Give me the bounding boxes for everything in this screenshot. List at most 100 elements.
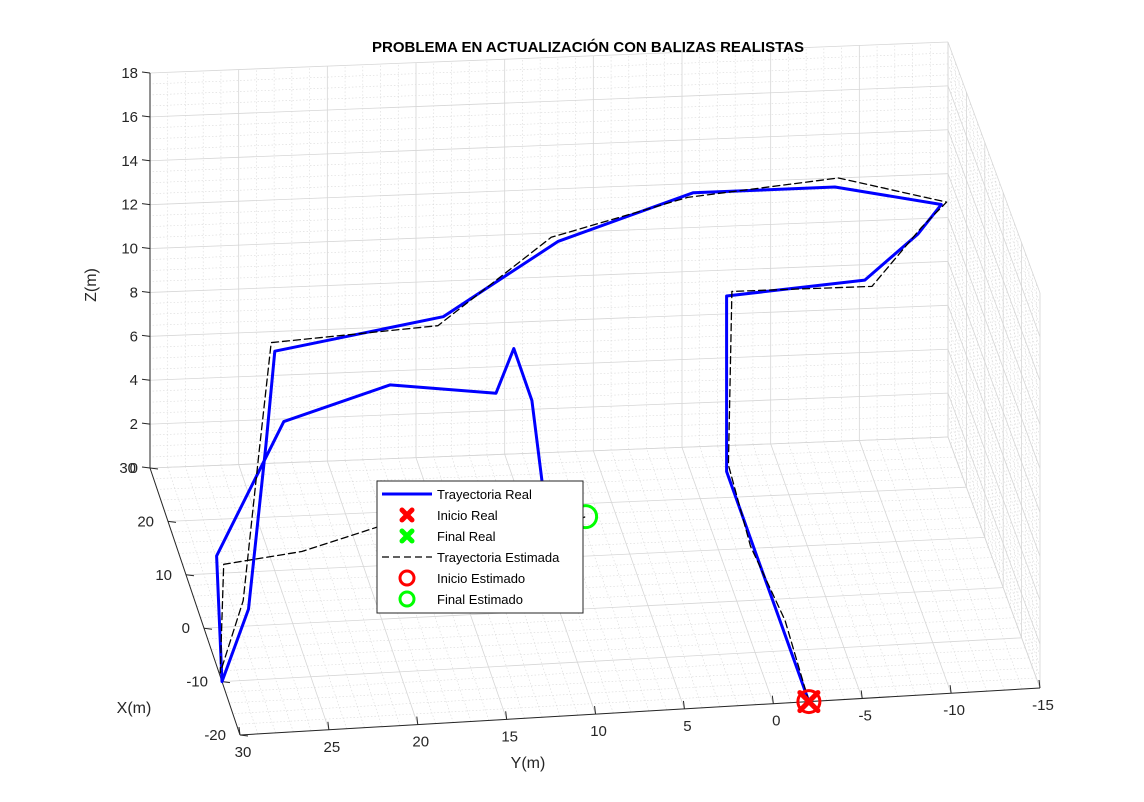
x-tick-mark (167, 520, 177, 523)
y-axis-label: Y(m) (511, 755, 546, 772)
floor-grid-line (207, 597, 1007, 640)
y-tick-mark (1038, 679, 1041, 689)
side-wall-grid-line (947, 403, 1041, 656)
floor-grid-line (153, 446, 952, 479)
y-tick-mark (327, 721, 330, 730)
series-line-trayectoria-estimada (219, 177, 948, 703)
legend-label: Inicio Real (437, 508, 498, 523)
x-tick-label: 30 (119, 460, 136, 477)
back-wall-grid-line (149, 118, 949, 151)
floor-grid-line (841, 441, 934, 695)
legend-swatch (399, 528, 415, 544)
back-wall-grid-line (149, 304, 949, 337)
floor-grid-line (681, 447, 774, 704)
floor-grid-line (805, 442, 899, 697)
x-tick-label: -10 (186, 674, 208, 691)
axes-box (149, 73, 1041, 736)
x-stroke (399, 528, 415, 544)
side-wall-grid-line (947, 41, 1041, 294)
side-wall-grid-line (947, 184, 1041, 436)
side-wall-grid-line (947, 140, 1041, 392)
z-tick-label: 12 (121, 197, 138, 214)
y-tick-mark (505, 711, 508, 720)
back-wall-grid-line (149, 140, 949, 173)
back-wall-grid-line (149, 195, 949, 227)
side-wall-grid-line (947, 151, 1041, 403)
marker-inicio-estimado (796, 689, 822, 715)
legend-label: Trayectoria Real (437, 487, 532, 502)
side-wall-grid-line (947, 414, 1041, 667)
floor-grid-line (929, 437, 1023, 690)
side-wall-grid-line (947, 294, 1041, 546)
side-wall-grid-line (947, 96, 1041, 348)
floor-grid-line (214, 617, 1015, 661)
back-wall-grid-line (149, 96, 949, 129)
z-axis-label: Z(m) (83, 268, 100, 302)
x-tick-mark (185, 574, 195, 577)
floor-grid-line (221, 637, 1022, 682)
y-tick-mark (771, 695, 774, 704)
back-wall-grid-line (149, 52, 949, 85)
legend-item: Inicio Estimado (398, 569, 525, 587)
legend-item: Final Real (399, 528, 496, 544)
side-wall-grid-line (947, 217, 1041, 469)
floor-grid-line (628, 449, 721, 707)
back-wall-grid-line (149, 107, 949, 140)
back-wall-grid-line (149, 206, 949, 238)
z-tick-label: 2 (130, 416, 138, 433)
floor-grid-line (823, 441, 916, 696)
floor-grid-line (236, 677, 1037, 725)
floor-grid-line (451, 456, 543, 718)
side-wall-grid-line (947, 239, 1041, 491)
y-axis-line (239, 687, 1041, 736)
back-wall-grid-line (149, 173, 949, 206)
floor-grid-line (912, 438, 1005, 691)
side-wall-grid-line (947, 425, 1041, 678)
legend[interactable]: Trayectoria Real Inicio Real Final Real Tra… (376, 480, 584, 614)
floor-grid-line (273, 463, 365, 728)
floor-grid-line (225, 647, 1026, 693)
legend-swatch (399, 507, 415, 523)
y-tick-mark (594, 706, 597, 715)
x-tick-mark (149, 467, 159, 470)
back-wall-grid-line (149, 41, 949, 74)
y-tick-mark (949, 685, 952, 694)
side-wall-grid-line (947, 316, 1041, 568)
y-tick-label: 5 (683, 718, 691, 735)
back-wall-grid-line (149, 85, 949, 118)
legend-swatch (398, 590, 416, 608)
back-wall-grid-line (149, 348, 949, 381)
z-tick-mark (141, 159, 151, 162)
x-tick-label: 20 (137, 513, 154, 530)
z-tick-label: 6 (130, 328, 138, 345)
side-wall-grid-line (947, 349, 1041, 601)
x-axis-line (149, 467, 241, 736)
back-wall-grid-line (149, 250, 949, 282)
side-wall-grid-line (947, 382, 1041, 634)
y-tick-mark (682, 700, 685, 709)
side-wall-grid-line (947, 392, 1041, 645)
side-wall-grid-line (947, 206, 1041, 458)
x-tick-mark (239, 734, 249, 737)
y-tick-label: -5 (859, 707, 872, 724)
z-tick-mark (141, 334, 151, 337)
series-layer (215, 177, 948, 704)
back-wall-grid-line (149, 151, 949, 184)
side-wall-grid-line (947, 107, 1041, 359)
legend-item: Final Estimado (398, 590, 523, 608)
side-wall-grid-line (947, 228, 1041, 480)
y-tick-label: 0 (772, 713, 780, 730)
x-axis-label: X(m) (117, 700, 152, 717)
back-wall-grid-line (149, 436, 949, 469)
floor-grid-line (291, 462, 383, 727)
grid-layer (149, 41, 1041, 736)
floor-grid-line (157, 456, 956, 490)
floor-grid-line (610, 449, 703, 708)
floor-grid-line (203, 587, 1004, 629)
back-wall-grid-line (149, 217, 949, 249)
floor-grid-line (256, 463, 347, 729)
z-tick-mark (141, 71, 151, 74)
side-wall-grid-line (947, 436, 1041, 689)
marker-inicio-real (797, 690, 821, 714)
